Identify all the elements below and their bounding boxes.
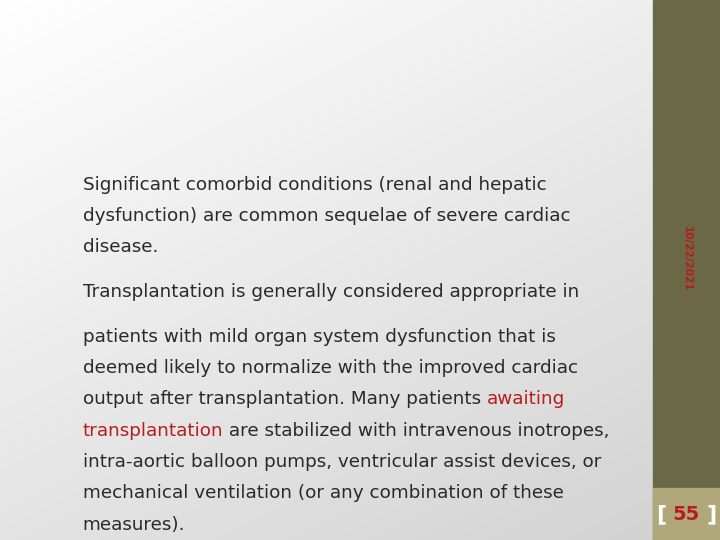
Text: 10/22/2021: 10/22/2021 [682, 226, 691, 292]
Text: disease.: disease. [83, 238, 158, 256]
Text: [: [ [656, 504, 666, 524]
Bar [653, 488, 720, 540]
Text: patients with mild organ system dysfunction that is: patients with mild organ system dysfunct… [83, 328, 556, 346]
Text: intra-aortic balloon pumps, ventricular assist devices, or: intra-aortic balloon pumps, ventricular … [83, 453, 601, 471]
Text: ]: ] [707, 504, 717, 524]
Text: dysfunction) are common sequelae of severe cardiac: dysfunction) are common sequelae of seve… [83, 207, 570, 225]
Text: awaiting: awaiting [487, 390, 565, 408]
Text: transplantation: transplantation [83, 422, 223, 440]
Text: deemed likely to normalize with the improved cardiac: deemed likely to normalize with the impr… [83, 359, 578, 377]
Text: Transplantation is generally considered appropriate in: Transplantation is generally considered … [83, 283, 579, 301]
Text: output after transplantation. Many patients: output after transplantation. Many patie… [83, 390, 487, 408]
Bar [653, 0, 720, 540]
Text: mechanical ventilation (or any combination of these: mechanical ventilation (or any combinati… [83, 484, 564, 502]
Text: 55: 55 [673, 504, 700, 523]
Text: are stabilized with intravenous inotropes,: are stabilized with intravenous inotrope… [223, 422, 610, 440]
Text: Significant comorbid conditions (renal and hepatic: Significant comorbid conditions (renal a… [83, 176, 546, 193]
Text: measures).: measures). [83, 516, 185, 534]
